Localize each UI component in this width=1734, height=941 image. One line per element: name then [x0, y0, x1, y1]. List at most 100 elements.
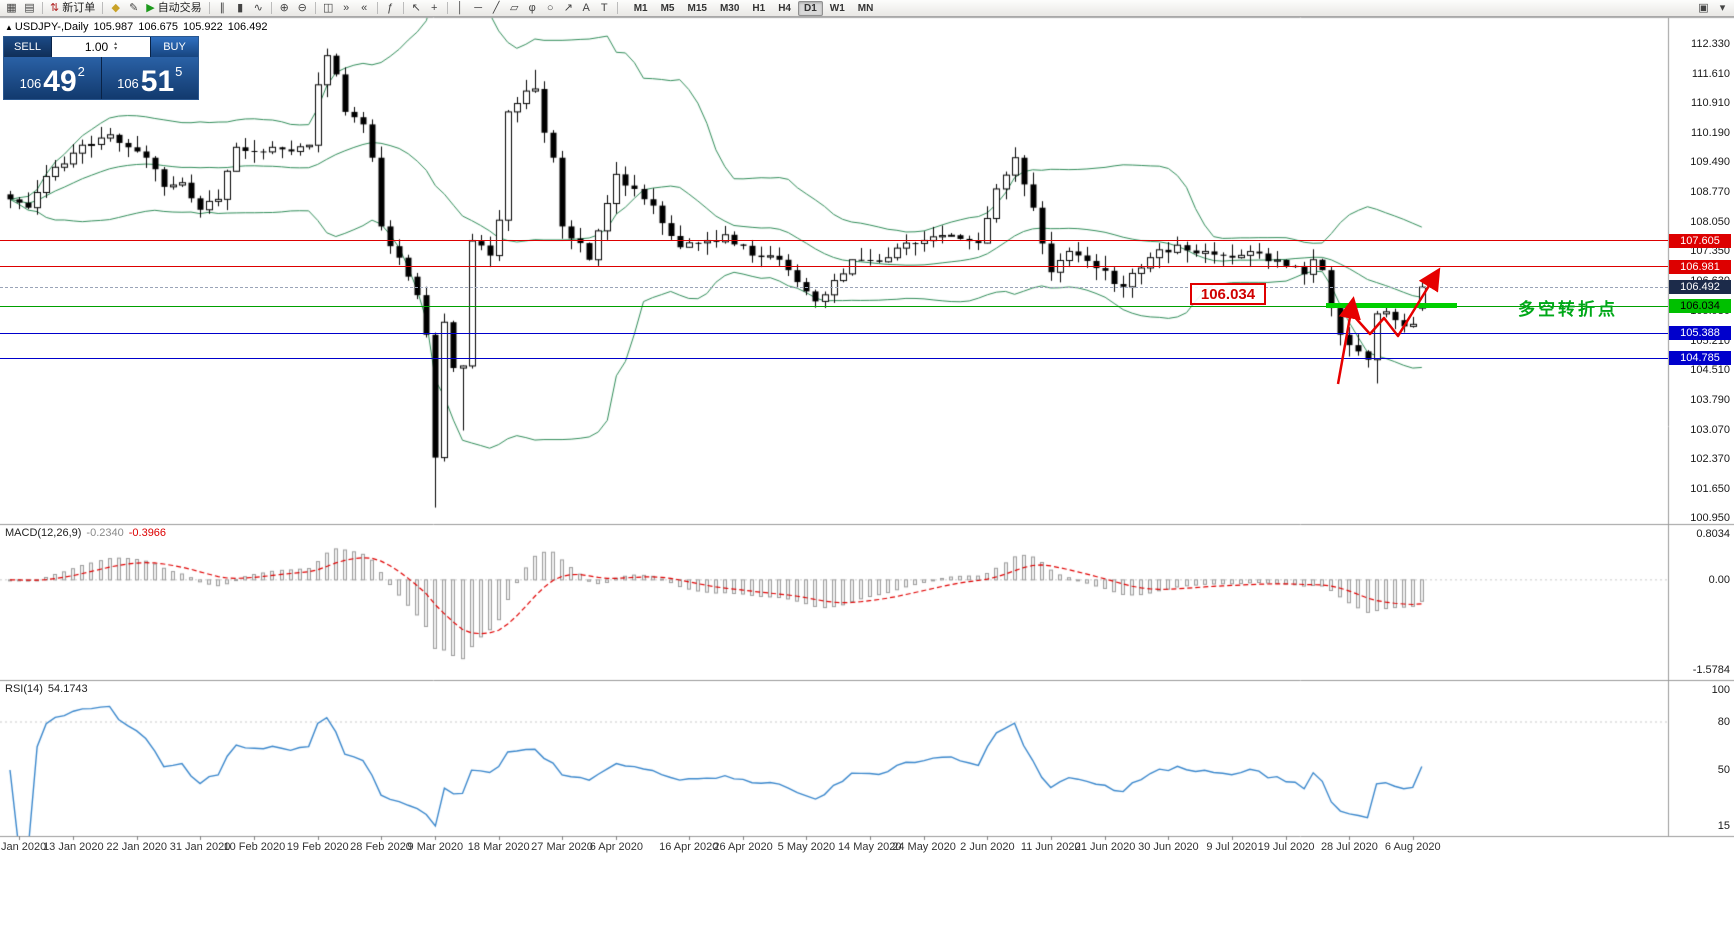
horizontal-level-line[interactable] — [0, 240, 1668, 242]
horizontal-level-line[interactable] — [0, 332, 1668, 334]
date-axis-label: 18 Mar 2020 — [467, 841, 530, 853]
date-axis-label: 31 Jan 2020 — [169, 841, 231, 853]
more-tools-button[interactable]: ▾ — [1714, 1, 1731, 16]
price-axis-label: 101.650 — [1690, 482, 1730, 495]
equidistant-channel-icon: ▱ — [509, 1, 519, 14]
rsi-name: RSI(14) — [5, 683, 43, 695]
price-annotation-box[interactable]: 106.034 — [1190, 283, 1266, 305]
shapes-icon: ○ — [546, 1, 554, 14]
trade-panel-controls: SELL 1.00 ▴ ▾ BUY — [4, 37, 198, 57]
arrow-objects-button[interactable]: ↗ — [560, 1, 577, 16]
date-axis-label: 16 Apr 2020 — [659, 841, 719, 853]
buy-price[interactable]: 106 51 5 — [100, 57, 198, 99]
chart-profiles-button[interactable]: ▤ — [21, 1, 38, 16]
timeframe-m5-button[interactable]: M5 — [655, 1, 681, 16]
price-axis-label: 112.330 — [1691, 38, 1730, 50]
sell-button[interactable]: SELL — [4, 37, 52, 57]
date-axis-label: 27 Mar 2020 — [531, 841, 593, 853]
mql5-community-button[interactable]: ◆ — [107, 1, 124, 16]
vertical-line-icon: │ — [456, 1, 464, 14]
timeframe-m1-button[interactable]: M1 — [628, 1, 654, 16]
price-axis-label: 105.210 — [1690, 334, 1730, 347]
timeframe-w1-button[interactable]: W1 — [824, 1, 851, 16]
candlestick-chart-button[interactable]: ▮ — [232, 1, 249, 16]
buy-button[interactable]: BUY — [150, 37, 198, 57]
rsi-axis-label: 50 — [1717, 764, 1730, 776]
date-axis-label: 6 Aug 2020 — [1384, 841, 1441, 853]
symbol-marker-icon: ▲ — [5, 23, 13, 32]
stepper-down-icon[interactable]: ▾ — [114, 46, 118, 52]
cursor-icon: ↖ — [411, 1, 421, 14]
date-axis-label: 3 Jan 2020 — [0, 841, 47, 853]
date-axis-label: 30 Jun 2020 — [1138, 841, 1199, 853]
crosshair-button[interactable]: + — [426, 1, 443, 16]
autotrading-button[interactable]: ▶ 自动交易 — [143, 1, 204, 16]
buy-price-pips: 51 — [140, 65, 175, 98]
indicators-button[interactable]: ƒ — [382, 1, 399, 16]
price-axis-label: 109.490 — [1690, 156, 1730, 169]
cursor-button[interactable]: ↖ — [408, 1, 425, 16]
volume-input[interactable]: 1.00 ▴ ▾ — [52, 37, 150, 57]
crosshair-icon: + — [430, 1, 438, 14]
metaeditor-button[interactable]: ✎ — [125, 1, 142, 16]
date-axis-label: 5 May 2020 — [777, 841, 836, 853]
volume-stepper[interactable]: ▴ ▾ — [114, 41, 118, 52]
text-label-button[interactable]: T — [596, 1, 613, 16]
toolbar-separator — [314, 2, 316, 14]
zoom-out-button[interactable]: ⊖ — [294, 1, 311, 16]
new-chart-button[interactable]: ▦ — [3, 1, 20, 16]
text-button[interactable]: A — [578, 1, 595, 16]
horizontal-line-button[interactable]: ─ — [470, 1, 487, 16]
timeframe-m30-button[interactable]: M30 — [714, 1, 745, 16]
trade-panel-prices: 106 49 2 106 51 5 — [4, 57, 198, 99]
chart-shift-button[interactable]: « — [356, 1, 373, 16]
toolbar-separator — [616, 2, 618, 14]
symbol-period-label: USDJPY-,Daily — [14, 21, 89, 33]
docking-button[interactable]: ▣ — [1695, 1, 1712, 16]
volume-value: 1.00 — [84, 40, 109, 54]
timeframe-mn-button[interactable]: MN — [852, 1, 880, 16]
line-chart-button[interactable]: ∿ — [250, 1, 267, 16]
horizontal-level-line[interactable] — [0, 286, 1668, 288]
sell-price[interactable]: 106 49 2 — [4, 57, 101, 99]
date-axis-label: 21 Jun 2020 — [1074, 841, 1136, 853]
date-axis-label: 26 Apr 2020 — [713, 841, 773, 853]
new-order-button[interactable]: ⇅ 新订单 — [47, 1, 98, 16]
price-tag: 105.388 — [1669, 326, 1731, 341]
horizontal-level-line[interactable] — [0, 266, 1668, 268]
trendline-button[interactable]: ╱ — [488, 1, 505, 16]
zoom-in-button[interactable]: ⊕ — [276, 1, 293, 16]
price-axis-label: 108.770 — [1690, 186, 1730, 199]
vertical-line-button[interactable]: │ — [452, 1, 469, 16]
fibonacci-retracement-button[interactable]: φ — [524, 1, 541, 16]
date-axis-label: 19 Jul 2020 — [1257, 841, 1315, 853]
timeframe-d1-button[interactable]: D1 — [798, 0, 823, 16]
shapes-button[interactable]: ○ — [542, 1, 559, 16]
macd-axis-label: 0.00 — [1708, 573, 1730, 586]
timeframe-m15-button[interactable]: M15 — [682, 1, 713, 16]
toolbar-separator — [270, 2, 272, 14]
price-tag: 107.605 — [1669, 233, 1731, 248]
price-axis-label: 107.350 — [1690, 245, 1730, 258]
bar-chart-button[interactable]: ∥ — [214, 1, 231, 16]
timeframe-h4-button[interactable]: H4 — [772, 1, 797, 16]
rsi-value: 54.1743 — [47, 683, 88, 695]
chart-profiles-icon: ▤ — [24, 1, 35, 14]
support-zone-highlight[interactable] — [1326, 303, 1457, 308]
macd-indicator-label: MACD(12,26,9) -0.2340 -0.3966 — [5, 527, 166, 539]
date-axis-label: 28 Jul 2020 — [1320, 841, 1378, 853]
horizontal-level-line[interactable] — [0, 357, 1668, 359]
tile-windows-button[interactable]: ◫ — [320, 1, 337, 16]
price-axis-label: 103.070 — [1690, 423, 1730, 436]
low-value: 105.922 — [183, 21, 223, 33]
turning-point-label[interactable]: 多空转折点 — [1518, 300, 1618, 319]
date-axis-label: 19 Feb 2020 — [286, 841, 349, 853]
timeframe-h1-button[interactable]: H1 — [746, 1, 771, 16]
price-axis-label: 103.790 — [1690, 393, 1730, 406]
price-tag: 106.492 — [1669, 280, 1731, 295]
auto-scroll-button[interactable]: » — [338, 1, 355, 16]
equidistant-channel-button[interactable]: ▱ — [506, 1, 523, 16]
sell-price-figure: 106 — [19, 76, 42, 91]
